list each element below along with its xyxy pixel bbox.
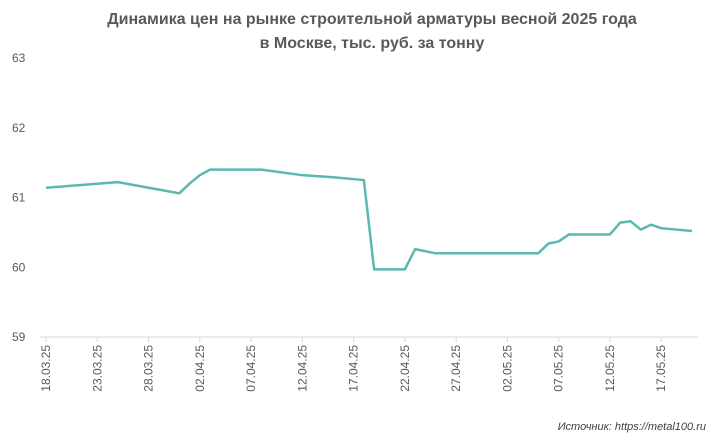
chart-title: в Москве, тыс. руб. за тонну — [260, 35, 485, 52]
x-tick-label: 22.04.25 — [398, 345, 412, 392]
y-tick-label: 62 — [12, 121, 26, 135]
y-tick-label: 61 — [12, 191, 26, 205]
x-tick-label: 23.03.25 — [90, 345, 104, 392]
x-tick-label: 12.04.25 — [295, 345, 309, 392]
x-tick-label: 07.04.25 — [244, 345, 258, 392]
chart-title: Динамика цен на рынке строительной армат… — [107, 11, 637, 28]
x-tick-label: 12.05.25 — [603, 345, 617, 392]
data-line — [45, 168, 693, 271]
x-tick-label: 17.05.25 — [654, 345, 668, 392]
x-tick-label: 02.04.25 — [193, 345, 207, 392]
x-tick-label: 18.03.25 — [39, 345, 53, 392]
x-tick-label: 17.04.25 — [347, 345, 361, 392]
x-tick-label: 02.05.25 — [500, 345, 514, 392]
x-tick-label: 07.05.25 — [552, 345, 566, 392]
y-tick-label: 60 — [12, 260, 26, 274]
source-note: Источник: https://metal100.ru — [558, 421, 706, 433]
y-tick-label: 63 — [12, 51, 26, 65]
y-tick-label: 59 — [12, 330, 26, 344]
x-tick-label: 27.04.25 — [449, 345, 463, 392]
x-tick-label: 28.03.25 — [142, 345, 156, 392]
